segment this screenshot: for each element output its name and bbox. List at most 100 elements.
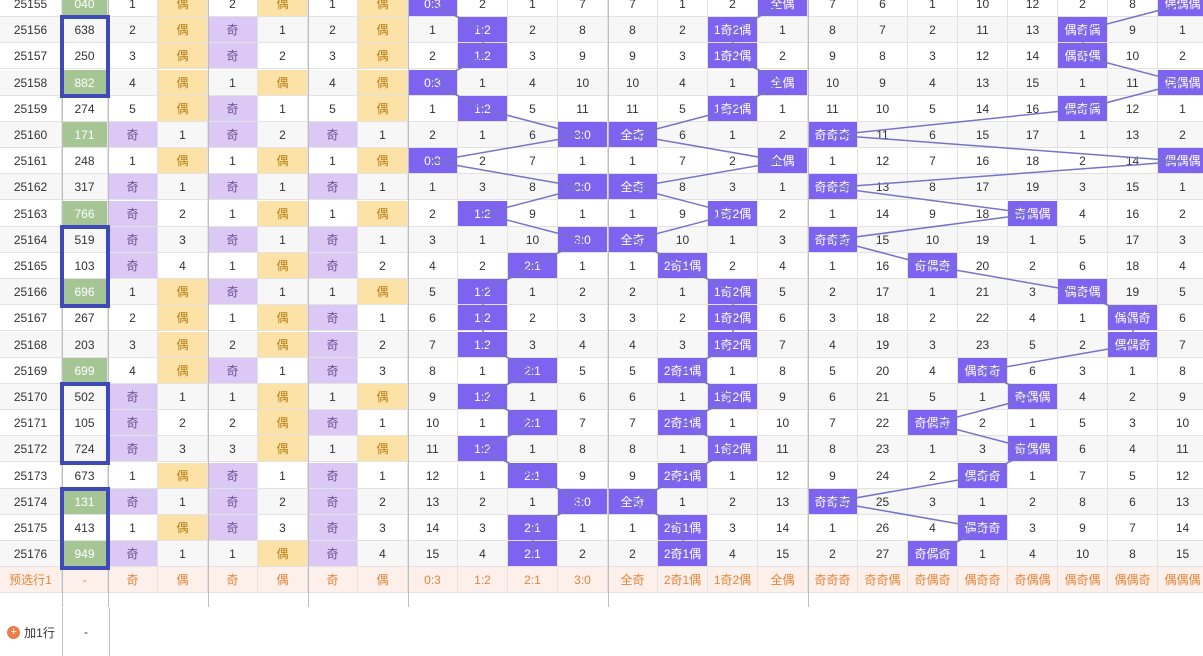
- trend-cell: 4: [1058, 384, 1108, 411]
- trend-cell: 3: [158, 436, 208, 463]
- trend-cell: 1: [708, 227, 758, 254]
- trend-cell: 1: [108, 515, 158, 542]
- trend-cell: 6: [1108, 489, 1158, 516]
- trend-cell: 1:2: [458, 201, 508, 228]
- trend-cell: 2: [458, 489, 508, 516]
- trend-cell: 奇: [308, 227, 358, 254]
- draw-number-cell: 203: [62, 332, 108, 359]
- trend-cell: 1: [458, 227, 508, 254]
- trend-cell: 1: [308, 436, 358, 463]
- trend-cell: 2: [558, 279, 608, 306]
- trend-cell: 1: [658, 436, 708, 463]
- trend-cell: 6: [758, 305, 808, 332]
- trend-cell: 2: [208, 0, 258, 18]
- trend-cell: 2: [1058, 0, 1108, 18]
- issue-cell: 25172: [0, 436, 62, 463]
- trend-cell: 3: [108, 43, 158, 70]
- trend-cell: 16: [958, 148, 1008, 175]
- trend-cell: 8: [1108, 0, 1158, 18]
- trend-cell: 1: [558, 253, 608, 280]
- trend-cell: 1: [708, 358, 758, 385]
- trend-cell: 3: [1058, 358, 1108, 385]
- trend-cell: 2: [708, 148, 758, 175]
- trend-cell: 2: [758, 201, 808, 228]
- trend-cell: 1: [108, 279, 158, 306]
- trend-cell: 11: [758, 436, 808, 463]
- trend-cell: 1:2: [458, 279, 508, 306]
- trend-cell: 8: [608, 436, 658, 463]
- draw-number-cell: 696: [62, 279, 108, 306]
- trend-cell: 14: [758, 515, 808, 542]
- trend-cell: 1: [1108, 358, 1158, 385]
- trend-cell: 11: [1158, 436, 1203, 463]
- trend-cell: 3:0: [558, 489, 608, 516]
- add-row-button[interactable]: + 加1行: [0, 608, 62, 656]
- issue-cell: 25166: [0, 279, 62, 306]
- trend-cell: 偶: [258, 253, 308, 280]
- trend-cell: 10: [1058, 541, 1108, 568]
- trend-cell: 1: [258, 358, 308, 385]
- trend-cell: 1: [1008, 227, 1058, 254]
- trend-cell: 11: [408, 436, 458, 463]
- issue-cell: 25175: [0, 515, 62, 542]
- trend-cell: 10: [1108, 43, 1158, 70]
- trend-cell: 偶: [358, 201, 408, 228]
- trend-cell: 8: [658, 174, 708, 201]
- trend-cell: 7: [758, 332, 808, 359]
- issue-cell: 25159: [0, 96, 62, 123]
- trend-cell: 1:2: [458, 332, 508, 359]
- trend-cell: 奇: [308, 253, 358, 280]
- trend-cell: 偶: [358, 148, 408, 175]
- trend-cell: 1: [608, 201, 658, 228]
- trend-cell: 16: [1008, 96, 1058, 123]
- trend-cell: 9: [1158, 384, 1203, 411]
- trend-cell: 1: [308, 148, 358, 175]
- trend-cell: 6: [408, 305, 458, 332]
- column-separator: [208, 0, 209, 607]
- trend-cell: 10: [808, 70, 858, 97]
- trend-cell: 2: [1008, 489, 1058, 516]
- trend-cell: 9: [758, 384, 808, 411]
- trend-cell: 1: [158, 122, 208, 149]
- trend-cell: 6: [1008, 358, 1058, 385]
- trend-cell: 1奇2偶: [708, 17, 758, 44]
- draw-number-cell: 131: [62, 489, 108, 516]
- trend-cell: 4: [408, 253, 458, 280]
- column-separator: [608, 0, 609, 607]
- trend-cell: 3: [458, 515, 508, 542]
- trend-cell: 6: [1158, 305, 1203, 332]
- trend-cell: 3: [308, 43, 358, 70]
- trend-cell: 12: [858, 148, 908, 175]
- trend-cell: 3: [358, 358, 408, 385]
- trend-cell: 1: [258, 227, 308, 254]
- trend-cell: 1: [358, 174, 408, 201]
- column-separator: [808, 0, 809, 607]
- trend-cell: 19: [858, 332, 908, 359]
- trend-cell: 8: [808, 17, 858, 44]
- trend-cell: 2: [908, 305, 958, 332]
- draw-number-cell: 274: [62, 96, 108, 123]
- trend-cell: 10: [408, 410, 458, 437]
- trend-cell: 19: [1108, 279, 1158, 306]
- trend-cell: 1:2: [458, 17, 508, 44]
- trend-cell: 全奇: [608, 227, 658, 254]
- trend-cell: 12: [958, 43, 1008, 70]
- trend-cell: 3: [708, 174, 758, 201]
- trend-cell: 3: [808, 305, 858, 332]
- trend-cell: 奇偶偶: [1008, 384, 1058, 411]
- trend-cell: 2: [1008, 253, 1058, 280]
- trend-cell: 5: [808, 358, 858, 385]
- footer-cell: 奇偶奇: [908, 567, 958, 594]
- trend-cell: 3: [908, 489, 958, 516]
- issue-cell: 25160: [0, 122, 62, 149]
- trend-cell: 奇: [108, 541, 158, 568]
- trend-cell: 19: [958, 227, 1008, 254]
- trend-cell: 奇: [208, 96, 258, 123]
- highlight-box: [60, 487, 110, 570]
- issue-cell: 25158: [0, 70, 62, 97]
- trend-cell: 13: [408, 489, 458, 516]
- trend-cell: 全偶: [758, 70, 808, 97]
- trend-cell: 偶偶奇: [1108, 332, 1158, 359]
- trend-cell: 偶: [158, 358, 208, 385]
- trend-cell: 5: [108, 96, 158, 123]
